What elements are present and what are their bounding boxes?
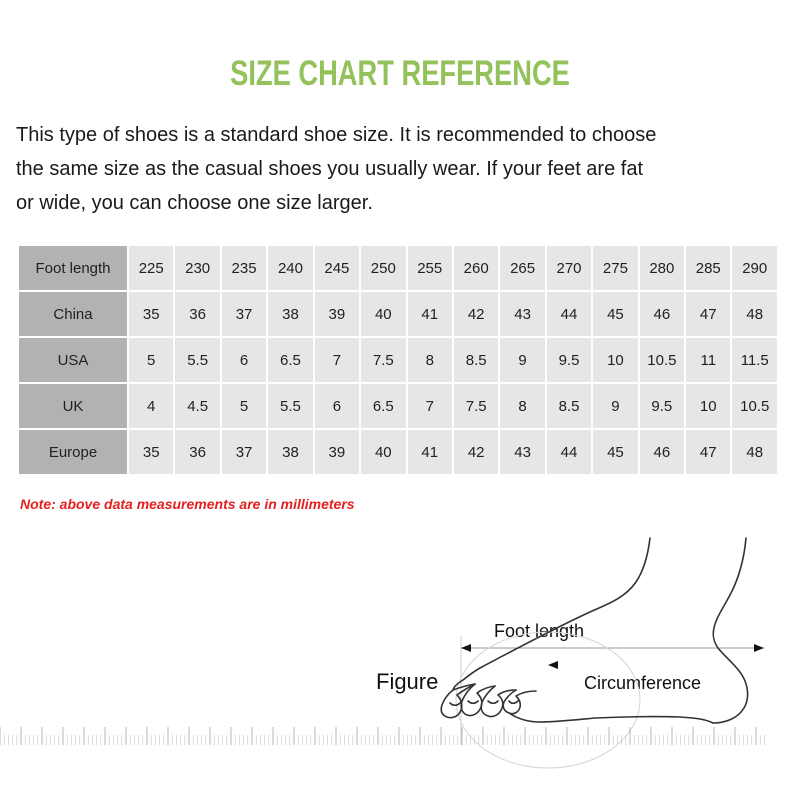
svg-text:Foot length: Foot length [494, 621, 584, 641]
svg-text:Figure: Figure [376, 669, 438, 694]
svg-text:Circumference: Circumference [584, 673, 701, 693]
